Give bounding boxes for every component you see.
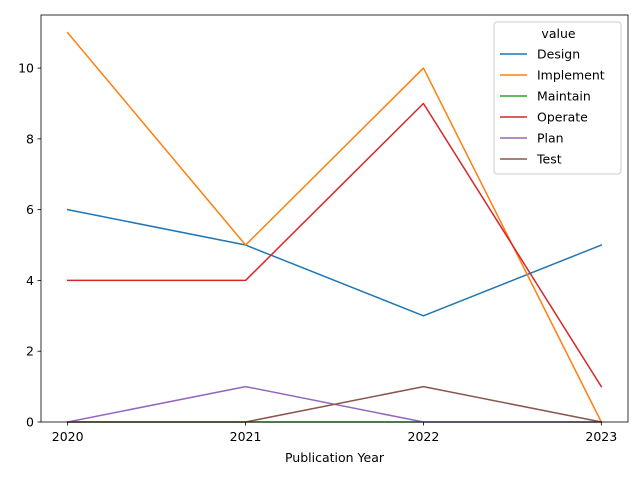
series-line-design: [66, 208, 603, 317]
x-axis-label: Publication Year: [285, 450, 385, 465]
legend-label-plan: Plan: [537, 131, 564, 146]
legend: value Design Implement Maintain Operate Plan T…: [493, 21, 622, 175]
plot-frame: [40, 14, 629, 423]
legend-label-implement: Implement: [537, 68, 605, 83]
legend-label-test: Test: [536, 152, 562, 167]
y-tick-label: 0: [26, 415, 34, 430]
series-line-operate: [66, 102, 603, 388]
y-tick-label: 6: [26, 202, 34, 217]
legend-label-maintain: Maintain: [537, 89, 591, 104]
x-tick-label: 2023: [585, 429, 617, 444]
legend-box: [493, 21, 622, 175]
axes: [37, 14, 629, 426]
legend-title: value: [541, 26, 575, 41]
y-tick-label: 2: [26, 344, 34, 359]
x-tick-label: 2020: [52, 429, 84, 444]
legend-label-operate: Operate: [537, 110, 588, 125]
tick-labels: 2020 2021 2022 2023 0 2 4 6 8 10: [18, 61, 617, 444]
series-line-test: [66, 385, 603, 423]
x-tick-label: 2022: [408, 429, 440, 444]
x-tick-label: 2021: [230, 429, 262, 444]
y-tick-label: 8: [26, 131, 34, 146]
legend-label-design: Design: [537, 47, 580, 62]
y-tick-label: 4: [26, 273, 34, 288]
y-tick-label: 10: [18, 61, 34, 76]
